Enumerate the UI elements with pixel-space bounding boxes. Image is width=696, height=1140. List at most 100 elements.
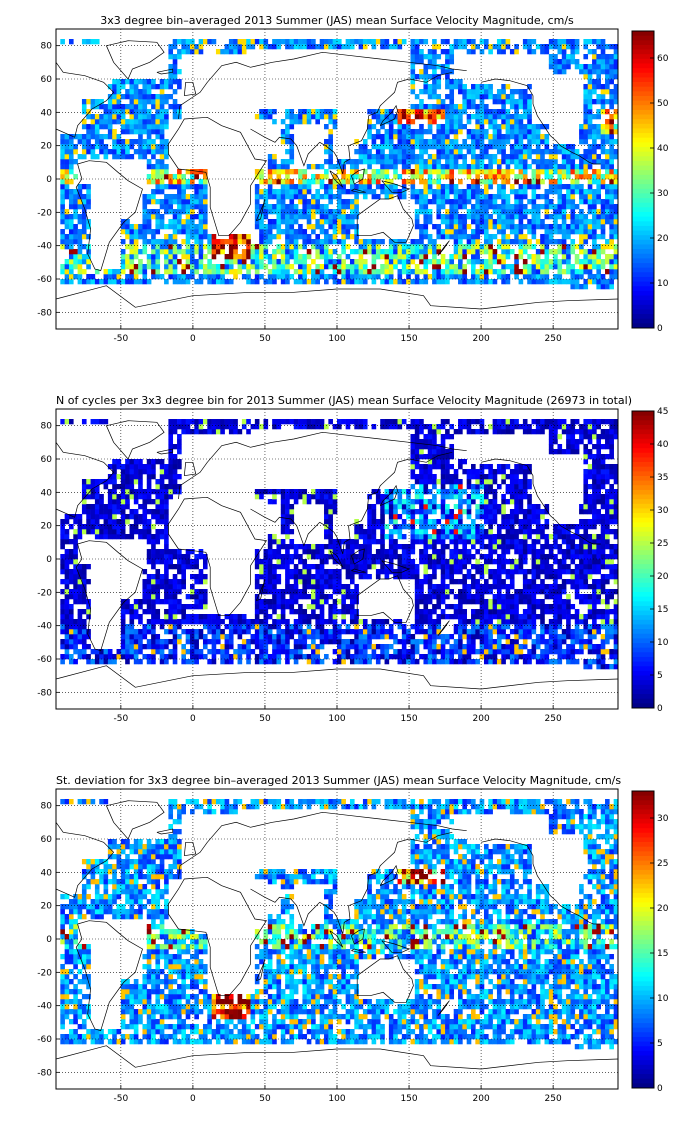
bin-cell	[319, 274, 325, 280]
bin-cell	[423, 74, 429, 80]
bin-cell	[458, 104, 463, 110]
bin-cell	[254, 214, 260, 220]
bin-cell	[505, 109, 511, 115]
bin-cell	[471, 114, 476, 120]
bin-cell	[583, 74, 589, 80]
bin-cell	[267, 219, 273, 225]
bin-cell	[561, 254, 567, 260]
bin-cell	[289, 624, 295, 630]
bin-cell	[393, 254, 398, 260]
bin-cell	[177, 244, 182, 250]
bin-cell	[190, 429, 195, 435]
bin-cell	[159, 204, 165, 210]
bin-cell	[518, 279, 524, 285]
bin-cell	[427, 174, 433, 180]
bin-cell	[211, 629, 217, 635]
bin-cell	[393, 244, 398, 250]
bin-cell	[177, 559, 182, 565]
bin-cell	[367, 134, 372, 140]
bin-cell	[380, 144, 385, 150]
bin-cell	[337, 219, 342, 225]
bin-cell	[112, 109, 117, 115]
bin-cell	[164, 259, 169, 265]
bin-cell	[332, 229, 338, 235]
bin-cell	[254, 249, 260, 255]
bin-cell	[211, 39, 217, 45]
bin-cell	[77, 239, 83, 245]
bin-cell	[177, 444, 182, 450]
bin-cell	[280, 639, 286, 645]
bin-cell	[605, 279, 610, 285]
bin-cell	[483, 194, 489, 200]
bin-cell	[60, 629, 65, 635]
bin-cell	[107, 509, 113, 515]
bin-cell	[592, 59, 597, 65]
bin-cell	[289, 199, 295, 205]
bin-cell	[177, 619, 182, 625]
bin-cell	[328, 264, 333, 270]
bin-cell	[432, 134, 437, 140]
bin-cell	[293, 624, 299, 630]
bin-cell	[133, 269, 139, 275]
bin-cell	[341, 554, 346, 560]
bin-cell	[190, 574, 195, 580]
bin-cell	[419, 99, 424, 105]
bin-cell	[259, 274, 264, 280]
bin-cell	[289, 584, 295, 590]
bin-cell	[133, 659, 139, 665]
bin-cell	[254, 584, 260, 590]
bin-cell	[237, 239, 243, 245]
bin-cell	[194, 214, 199, 220]
bin-cell	[233, 274, 238, 280]
bin-cell	[380, 239, 385, 245]
bin-cell	[566, 204, 571, 210]
bin-cell	[505, 279, 511, 285]
bin-cell	[190, 229, 195, 235]
bin-cell	[198, 619, 204, 625]
bin-cell	[164, 544, 169, 550]
bin-cell	[587, 159, 593, 165]
bin-cell	[81, 259, 87, 265]
bin-cell	[86, 519, 91, 525]
bin-cell	[553, 274, 558, 280]
bin-cell	[116, 149, 122, 155]
bin-cell	[605, 59, 610, 65]
bin-cell	[319, 639, 325, 645]
bin-cell	[401, 144, 407, 150]
bin-cell	[254, 169, 260, 175]
bin-cell	[362, 249, 368, 255]
bin-cell	[328, 524, 333, 530]
bin-cell	[267, 599, 273, 605]
bin-cell	[99, 119, 104, 125]
bin-cell	[202, 264, 208, 270]
bin-cell	[462, 159, 467, 165]
bin-cell	[518, 134, 524, 140]
bin-cell	[86, 529, 91, 535]
bin-cell	[77, 614, 83, 620]
bin-cell	[285, 529, 290, 535]
bin-cell	[501, 124, 506, 130]
bin-cell	[354, 149, 359, 155]
bin-cell	[384, 274, 390, 280]
bin-cell	[462, 164, 467, 170]
bin-cell	[259, 259, 264, 265]
bin-cell	[341, 239, 346, 245]
bin-cell	[466, 149, 472, 155]
bin-cell	[254, 184, 260, 190]
bin-cell	[414, 189, 420, 195]
bin-cell	[142, 194, 148, 200]
bin-cell	[544, 49, 550, 55]
bin-cell	[522, 209, 528, 215]
bin-cell	[298, 119, 303, 125]
bin-cell	[280, 529, 286, 535]
bin-cell	[289, 599, 295, 605]
bin-cell	[505, 99, 511, 105]
bin-cell	[289, 649, 295, 655]
bin-cell	[483, 169, 489, 175]
colorbar-segment	[632, 31, 654, 37]
bin-cell	[280, 179, 286, 185]
bin-cell	[449, 159, 455, 165]
bin-cell	[81, 584, 87, 590]
bin-cell	[319, 214, 325, 220]
bin-cell	[445, 149, 450, 155]
